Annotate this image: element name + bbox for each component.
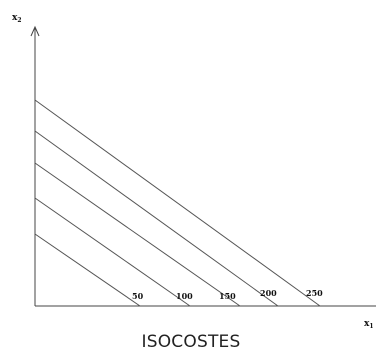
y-axis-arrow xyxy=(30,25,40,37)
isocost-line-100 xyxy=(34,197,191,307)
isocost-lines xyxy=(34,99,321,307)
isocost-label-250: 250 xyxy=(306,288,323,298)
isocost-label-200: 200 xyxy=(260,288,277,298)
y-axis-label: x2 xyxy=(12,13,22,24)
isocost-line-150 xyxy=(34,162,241,307)
isocost-line-200 xyxy=(34,130,279,307)
isocost-label-50: 50 xyxy=(132,291,144,301)
isocost-label-100: 100 xyxy=(176,291,193,301)
diagram-caption: ISOCOSTES xyxy=(141,332,241,352)
isocost-line-250 xyxy=(34,99,321,307)
isocost-line-50 xyxy=(34,233,141,307)
isocost-label-150: 150 xyxy=(219,291,236,301)
x-axis-label: x1 xyxy=(364,319,374,330)
